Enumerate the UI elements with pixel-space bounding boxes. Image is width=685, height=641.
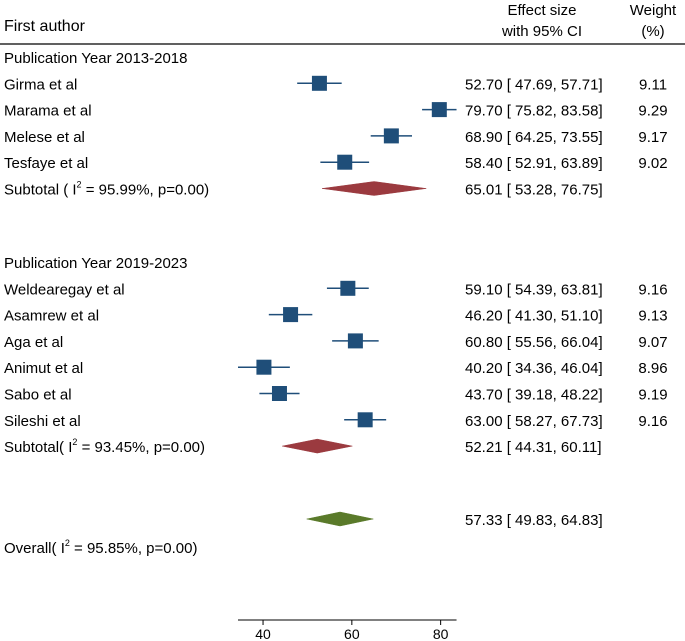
study-ci: 79.70 [ 75.82, 83.58] bbox=[465, 103, 603, 120]
overall-label-part-1: I bbox=[61, 540, 65, 557]
study-ci: 40.20 [ 34.36, 46.04] bbox=[465, 360, 603, 377]
subtotal-label-2-part-0: Subtotal( bbox=[4, 439, 68, 456]
study-marker bbox=[271, 386, 287, 401]
subtotal-diamond-2 bbox=[282, 438, 353, 454]
overall-label: Overall( I2 = 95.85%, p=0.00) bbox=[4, 538, 197, 557]
study-name: Marama et al bbox=[4, 103, 92, 120]
study-ci: 43.70 [ 39.18, 48.22] bbox=[465, 387, 603, 404]
study-marker bbox=[431, 102, 447, 118]
study-name: Sileshi et al bbox=[4, 413, 81, 430]
subtotal-label-2-part-2: 2 bbox=[72, 437, 77, 447]
x-axis: 40 60 80 bbox=[238, 619, 457, 641]
group-title-1: Publication Year 2013-2018 bbox=[4, 50, 188, 67]
study-marker bbox=[283, 307, 299, 323]
header-effect-line2: with 95% CI bbox=[501, 23, 582, 40]
study-name: Animut et al bbox=[4, 360, 83, 377]
header-effect-line1: Effect size bbox=[508, 2, 577, 19]
study-name: Weldearegay et al bbox=[4, 281, 125, 298]
study-ci: 46.20 [ 41.30, 51.10] bbox=[465, 308, 603, 325]
study-ci: 68.90 [ 64.25, 73.55] bbox=[465, 129, 603, 146]
study-name: Asamrew et al bbox=[4, 308, 99, 325]
study-name: Melese et al bbox=[4, 129, 85, 146]
header-weight-line2: (%) bbox=[641, 23, 664, 40]
study-weight: 8.96 bbox=[638, 360, 667, 377]
study-name: Aga et al bbox=[4, 334, 63, 351]
study-ci: 60.80 [ 55.56, 66.04] bbox=[465, 334, 603, 351]
overall-label-part-0: Overall( bbox=[4, 540, 61, 557]
study-marker bbox=[311, 75, 327, 91]
study-marker bbox=[347, 333, 363, 349]
overall-label-part-3: = 95.85%, p=0.00) bbox=[70, 540, 198, 557]
subtotal-label-1-part-0: Subtotal ( bbox=[4, 182, 72, 199]
study-ci: 63.00 [ 58.27, 67.73] bbox=[465, 413, 603, 430]
subtotal-label-1-part-1: I bbox=[72, 182, 76, 199]
study-weight: 9.29 bbox=[638, 103, 667, 120]
study-weight: 9.17 bbox=[638, 129, 667, 146]
subtotal-label-2-part-3: = 93.45%, p=0.00) bbox=[77, 439, 205, 456]
study-ci: 52.70 [ 47.69, 57.71] bbox=[465, 76, 603, 93]
overall-label-part-2: 2 bbox=[65, 538, 70, 548]
study-marker bbox=[383, 128, 399, 144]
subtotal-ci-2: 52.21 [ 44.31, 60.11] bbox=[465, 439, 602, 456]
subtotal-label-1-part-2: 2 bbox=[77, 180, 82, 190]
header-author: First author bbox=[4, 18, 86, 35]
study-weight: 9.19 bbox=[638, 387, 667, 404]
header-weight-line1: Weight bbox=[630, 2, 677, 19]
x-tick-label: 40 bbox=[255, 626, 271, 641]
x-tick-label: 80 bbox=[433, 626, 449, 641]
forest-rows: Publication Year 2013-2018 Girma et al 52.… bbox=[4, 50, 668, 557]
study-name: Tesfaye et al bbox=[4, 155, 88, 172]
x-tick-label: 60 bbox=[344, 626, 360, 641]
subtotal-ci-1: 65.01 [ 53.28, 76.75] bbox=[465, 182, 603, 199]
subtotal-label-2-part-1: I bbox=[68, 439, 72, 456]
study-ci: 59.10 [ 54.39, 63.81] bbox=[465, 281, 603, 298]
study-name: Girma et al bbox=[4, 76, 77, 93]
overall-ci: 57.33 [ 49.83, 64.83] bbox=[465, 512, 603, 529]
study-weight: 9.07 bbox=[638, 334, 667, 351]
subtotal-label-2: Subtotal( I2 = 93.45%, p=0.00) bbox=[4, 437, 205, 456]
study-weight: 9.02 bbox=[638, 155, 667, 172]
study-weight: 9.16 bbox=[638, 413, 667, 430]
study-marker bbox=[337, 154, 353, 170]
study-marker bbox=[340, 280, 356, 296]
subtotal-label-1: Subtotal ( I2 = 95.99%, p=0.00) bbox=[4, 180, 209, 199]
study-marker bbox=[256, 359, 272, 375]
study-name: Sabo et al bbox=[4, 387, 72, 404]
study-marker bbox=[357, 412, 373, 428]
subtotal-diamond-1 bbox=[321, 181, 427, 196]
study-ci: 58.40 [ 52.91, 63.89] bbox=[465, 155, 603, 172]
study-weight: 9.16 bbox=[638, 281, 667, 298]
group-title-2: Publication Year 2019-2023 bbox=[4, 255, 188, 272]
study-weight: 9.11 bbox=[639, 76, 667, 93]
study-weight: 9.13 bbox=[638, 308, 667, 325]
overall-diamond bbox=[306, 511, 374, 527]
subtotal-label-1-part-3: = 95.99%, p=0.00) bbox=[82, 182, 210, 199]
